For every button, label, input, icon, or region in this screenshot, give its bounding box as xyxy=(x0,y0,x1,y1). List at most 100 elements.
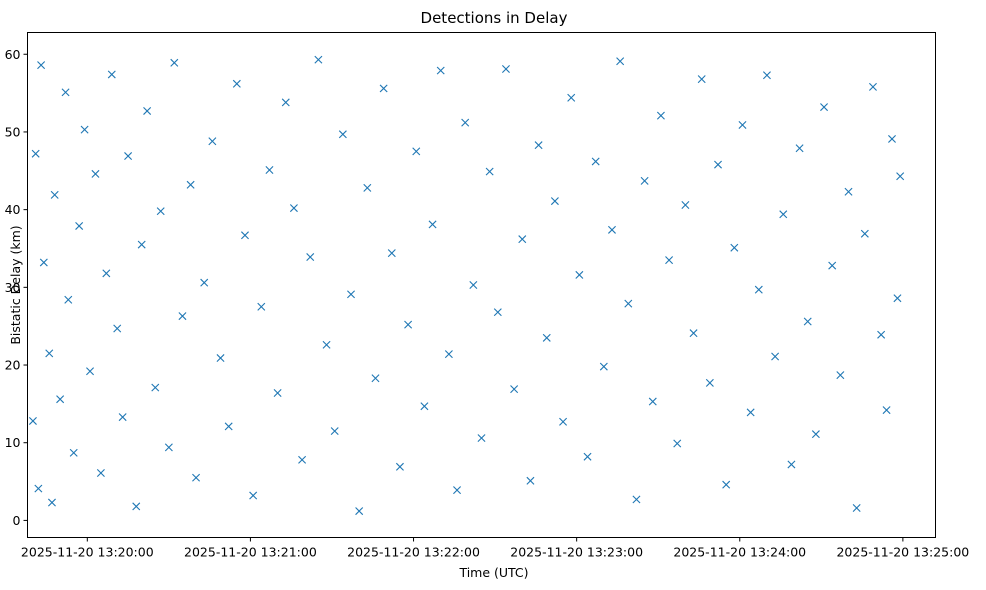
plot-area xyxy=(27,32,936,538)
data-point xyxy=(298,455,307,464)
data-point xyxy=(132,502,141,511)
data-point xyxy=(257,302,266,311)
data-point xyxy=(64,295,73,304)
data-point xyxy=(656,111,665,120)
data-point xyxy=(828,261,837,270)
data-point xyxy=(893,294,902,303)
data-point xyxy=(681,200,690,209)
data-point xyxy=(640,176,649,185)
data-point xyxy=(453,486,462,495)
data-point xyxy=(477,434,486,443)
y-tick-label: 60 xyxy=(5,47,21,62)
data-point xyxy=(844,187,853,196)
data-point xyxy=(170,58,179,67)
data-point xyxy=(50,190,59,199)
data-point xyxy=(314,55,323,64)
data-point xyxy=(240,231,249,240)
data-point xyxy=(762,71,771,80)
data-point xyxy=(518,235,527,244)
data-point xyxy=(882,406,891,415)
data-point xyxy=(591,157,600,166)
data-point xyxy=(811,430,820,439)
data-point xyxy=(420,402,429,411)
data-point xyxy=(56,395,65,404)
data-point xyxy=(722,480,731,489)
x-axis-label: Time (UTC) xyxy=(458,565,528,580)
data-point xyxy=(485,167,494,176)
data-point xyxy=(371,374,380,383)
data-point xyxy=(493,308,502,317)
data-points xyxy=(28,55,905,516)
y-tick-label: 40 xyxy=(5,202,21,217)
x-tick-label: 2025-11-20 13:24:00 xyxy=(673,545,806,560)
data-point xyxy=(69,448,78,457)
data-point xyxy=(787,460,796,469)
data-point xyxy=(347,290,355,299)
data-point xyxy=(387,249,396,258)
data-point xyxy=(113,324,122,333)
data-point xyxy=(143,106,152,115)
data-point xyxy=(673,439,682,448)
data-point xyxy=(550,197,559,206)
data-point xyxy=(542,333,551,342)
data-point xyxy=(665,256,674,265)
x-tick-label: 2025-11-20 13:20:00 xyxy=(21,545,154,560)
x-axis-ticks: 2025-11-20 13:20:00 2025-11-20 13:21:00 20… xyxy=(21,537,969,560)
data-point xyxy=(730,243,739,252)
data-point xyxy=(779,210,788,219)
data-point xyxy=(164,443,173,452)
data-point xyxy=(75,221,84,230)
data-point xyxy=(322,340,331,349)
data-point xyxy=(208,137,217,146)
x-tick-label: 2025-11-20 13:21:00 xyxy=(184,545,317,560)
data-point xyxy=(697,75,706,84)
data-point xyxy=(820,103,829,112)
data-point xyxy=(599,362,608,371)
data-point xyxy=(868,82,877,91)
data-point xyxy=(118,413,127,422)
data-point xyxy=(96,469,105,478)
data-point xyxy=(575,270,584,279)
data-point xyxy=(888,134,896,143)
data-point xyxy=(39,258,48,267)
data-point xyxy=(192,473,201,482)
data-point xyxy=(31,149,40,158)
data-point xyxy=(249,491,258,500)
y-tick-label: 30 xyxy=(5,280,21,295)
chart-title: Detections in Delay xyxy=(421,9,568,27)
data-point xyxy=(836,371,845,380)
data-point xyxy=(738,120,747,129)
data-point xyxy=(37,61,46,70)
data-point xyxy=(289,204,298,213)
data-point xyxy=(534,141,543,150)
y-tick-label: 10 xyxy=(5,435,21,450)
data-point xyxy=(469,281,478,289)
data-point xyxy=(265,166,274,175)
data-point xyxy=(186,180,195,189)
data-point xyxy=(754,285,763,294)
data-point xyxy=(28,416,37,425)
data-point xyxy=(852,503,861,512)
data-point xyxy=(526,476,535,485)
data-point xyxy=(61,88,70,97)
data-point xyxy=(428,220,437,229)
data-point xyxy=(80,125,89,134)
data-point xyxy=(107,70,116,79)
data-point xyxy=(330,427,339,436)
data-point xyxy=(632,495,641,504)
data-point xyxy=(714,160,723,169)
data-point xyxy=(91,169,100,178)
y-tick-label: 0 xyxy=(13,513,21,528)
data-point xyxy=(705,378,714,387)
data-point xyxy=(624,299,633,308)
data-point xyxy=(216,354,225,363)
y-tick-label: 50 xyxy=(5,124,21,139)
data-point xyxy=(338,130,347,139)
data-point xyxy=(648,397,657,406)
data-point xyxy=(47,498,56,507)
data-point xyxy=(616,57,625,66)
data-point xyxy=(156,207,165,216)
data-point xyxy=(567,93,576,102)
data-point xyxy=(273,389,282,397)
